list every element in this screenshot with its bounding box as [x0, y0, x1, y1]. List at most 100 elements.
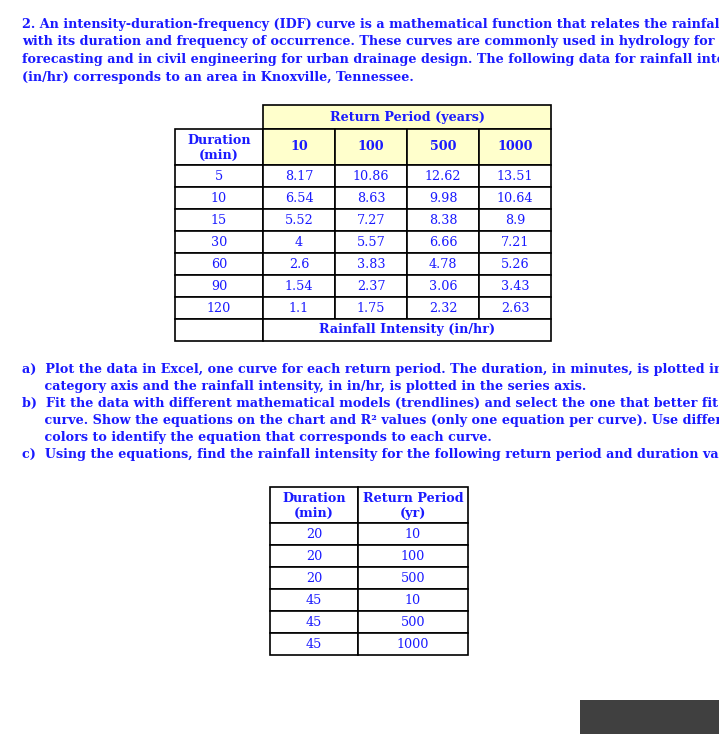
Text: 8.17: 8.17	[285, 170, 313, 183]
Bar	[270, 633, 358, 655]
Text: Return Period: Return Period	[362, 493, 463, 506]
Text: 15: 15	[211, 214, 227, 227]
Text: Duration: Duration	[187, 134, 251, 148]
Bar	[270, 523, 358, 545]
Text: 4: 4	[295, 236, 303, 249]
Text: 500: 500	[400, 572, 425, 584]
Text: 20: 20	[306, 550, 322, 562]
Text: (min): (min)	[294, 506, 334, 520]
Text: 3.43: 3.43	[500, 280, 529, 293]
Text: 5: 5	[215, 170, 223, 183]
Bar	[263, 275, 335, 297]
Bar	[335, 297, 407, 319]
Bar	[335, 275, 407, 297]
Text: 13.51: 13.51	[497, 170, 533, 183]
Bar	[335, 253, 407, 275]
Text: with its duration and frequency of occurrence. These curves are commonly used in: with its duration and frequency of occur…	[22, 35, 719, 48]
Bar	[479, 275, 551, 297]
Bar	[175, 319, 263, 341]
Bar	[407, 187, 479, 209]
Bar	[479, 253, 551, 275]
Text: 90: 90	[211, 280, 227, 293]
Bar	[270, 589, 358, 611]
Text: (yr): (yr)	[400, 506, 426, 520]
Text: 1000: 1000	[397, 638, 429, 650]
Bar	[263, 187, 335, 209]
Text: 45: 45	[306, 616, 322, 628]
Text: 3.06: 3.06	[429, 280, 457, 293]
Bar	[335, 209, 407, 231]
Text: 1000: 1000	[498, 140, 533, 153]
Bar	[175, 253, 263, 275]
Bar	[407, 253, 479, 275]
Text: 1.54: 1.54	[285, 280, 313, 293]
Text: 7.21: 7.21	[501, 236, 529, 249]
Text: colors to identify the equation that corresponds to each curve.: colors to identify the equation that cor…	[22, 431, 492, 444]
Text: 2. An intensity-duration-frequency (IDF) curve is a mathematical function that r: 2. An intensity-duration-frequency (IDF)…	[22, 18, 719, 31]
Text: 30: 30	[211, 236, 227, 249]
Bar	[407, 275, 479, 297]
Text: curve. Show the equations on the chart and R² values (only one equation per curv: curve. Show the equations on the chart a…	[22, 414, 719, 427]
Bar	[270, 567, 358, 589]
Bar	[479, 129, 551, 165]
Text: 45: 45	[306, 638, 322, 650]
Text: a)  Plot the data in Excel, one curve for each return period. The duration, in m: a) Plot the data in Excel, one curve for…	[22, 363, 719, 376]
Text: 10: 10	[211, 192, 227, 205]
Text: 10.86: 10.86	[353, 170, 389, 183]
Bar	[407, 231, 479, 253]
Text: 100: 100	[357, 140, 385, 153]
Text: 120: 120	[207, 302, 231, 314]
Bar	[358, 523, 468, 545]
Bar	[479, 165, 551, 187]
Text: 8.38: 8.38	[429, 214, 457, 227]
Bar	[335, 129, 407, 165]
Bar	[263, 231, 335, 253]
Text: 5.52: 5.52	[285, 214, 313, 227]
Text: 2.32: 2.32	[429, 302, 457, 314]
Text: 6.54: 6.54	[285, 192, 313, 205]
Text: 10: 10	[405, 594, 421, 606]
Bar	[270, 487, 358, 523]
Bar	[175, 165, 263, 187]
Bar	[358, 633, 468, 655]
Bar	[175, 209, 263, 231]
Text: Return Period (years): Return Period (years)	[329, 111, 485, 123]
Bar	[175, 275, 263, 297]
Bar	[263, 129, 335, 165]
Text: b)  Fit the data with different mathematical models (trendlines) and select the : b) Fit the data with different mathemati…	[22, 397, 719, 410]
Bar	[335, 165, 407, 187]
Bar	[358, 589, 468, 611]
Text: 20: 20	[306, 528, 322, 540]
Bar	[358, 567, 468, 589]
Bar	[335, 187, 407, 209]
Bar	[263, 319, 551, 341]
Bar	[270, 545, 358, 567]
Text: 8.9: 8.9	[505, 214, 525, 227]
Text: 7.27: 7.27	[357, 214, 385, 227]
Text: 500: 500	[400, 616, 425, 628]
Text: 1.1: 1.1	[289, 302, 309, 314]
Text: 20: 20	[306, 572, 322, 584]
Text: c)  Using the equations, find the rainfall intensity for the following return pe: c) Using the equations, find the rainfal…	[22, 448, 719, 461]
Bar	[175, 231, 263, 253]
Bar	[335, 231, 407, 253]
Text: 9.98: 9.98	[429, 192, 457, 205]
Bar	[175, 129, 263, 165]
Bar	[407, 297, 479, 319]
Bar	[358, 545, 468, 567]
Text: 3.83: 3.83	[357, 258, 385, 271]
Text: 4.78: 4.78	[429, 258, 457, 271]
Text: 60: 60	[211, 258, 227, 271]
Bar	[175, 187, 263, 209]
Text: 45: 45	[306, 594, 322, 606]
Bar	[358, 487, 468, 523]
Text: 12.62: 12.62	[425, 170, 462, 183]
Bar	[175, 297, 263, 319]
Bar	[358, 611, 468, 633]
Text: 2.63: 2.63	[500, 302, 529, 314]
Bar	[479, 297, 551, 319]
Text: 6.66: 6.66	[429, 236, 457, 249]
Text: forecasting and in civil engineering for urban drainage design. The following da: forecasting and in civil engineering for…	[22, 53, 719, 66]
Text: Duration: Duration	[282, 493, 346, 506]
Bar	[580, 700, 719, 734]
